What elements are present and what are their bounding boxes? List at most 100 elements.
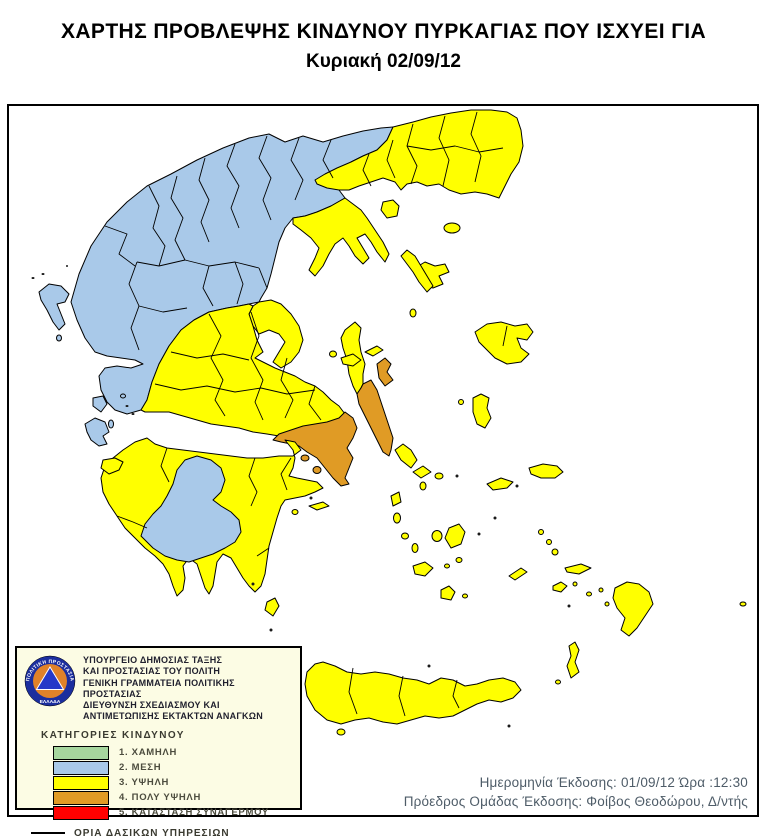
swatch-very-high xyxy=(53,790,109,805)
forest-service-boundaries xyxy=(104,111,508,717)
map-frame: ΠΟΛΙΤΙΚΗ ΠΡΟΣΤΑΣΙΑ ΕΛΛΑΔΑ ΥΠΟΥΡΓΕΙΟ ΔΗΜΟ… xyxy=(7,104,759,839)
island-samothrace xyxy=(443,222,461,234)
island-hydra xyxy=(308,501,330,511)
issue-president-line: Πρόεδρος Ομάδας Έκδοσης: Φοίβος Θεοδώρου… xyxy=(403,794,748,809)
issue-date-line: Ημερομηνία Έκδοσης: 01/09/12 Ώρα :12:30 xyxy=(479,775,748,790)
region-crete xyxy=(304,661,522,725)
island-kythnos xyxy=(393,512,401,524)
label-medium: 2. ΜΕΣΗ xyxy=(119,762,162,774)
map-regions xyxy=(70,109,524,725)
island-serifos xyxy=(401,532,409,540)
legend-row-medium: 2. ΜΕΣΗ xyxy=(53,760,300,775)
island-agios-efstratios xyxy=(409,308,417,318)
island-thasos xyxy=(380,199,400,219)
island-kasos xyxy=(555,679,561,685)
risk-categories-heading: ΚΑΤΗΓΟΡΙΕΣ ΚΙΝΔΥΝΟΥ xyxy=(41,729,185,741)
island-spetses xyxy=(291,509,299,515)
boundary-legend-row: ΟΡΙΑ ΔΑΣΙΚΩΝ ΥΠΗΡΕΣΙΩΝ xyxy=(31,828,300,839)
label-high: 3. ΥΨΗΛΗ xyxy=(119,777,170,789)
page-title: ΧΑΡΤΗΣ ΠΡΟΒΛΕΨΗΣ ΚΙΝΔΥΝΟΥ ΠΥΡΚΑΓΙΑΣ ΠΟΥ … xyxy=(0,20,767,73)
island-kythira xyxy=(264,597,280,617)
region-thrace xyxy=(314,109,524,199)
civil-protection-logo: ΠΟΛΙΤΙΚΗ ΠΡΟΣΤΑΣΙΑ ΕΛΛΑΔΑ xyxy=(24,655,76,707)
island-psara xyxy=(458,399,464,405)
agency-line: ΑΝΤΙΜΕΤΩΠΙΣΗΣ ΕΚΤΑΚΤΩΝ ΑΝΑΓΚΩΝ xyxy=(82,711,264,722)
island-gavdos xyxy=(336,728,346,736)
island-kefalonia xyxy=(84,417,110,447)
legend-row-very-high: 4. ΠΟΛΥ ΥΨΗΛΗ xyxy=(53,790,300,805)
island-santorini xyxy=(440,585,456,601)
island-zakynthos xyxy=(100,457,124,475)
region-chalkidiki xyxy=(292,197,390,277)
island-ios xyxy=(455,557,463,563)
island-naxos xyxy=(444,523,466,549)
region-central-greece xyxy=(140,303,346,437)
island-patmos xyxy=(538,529,544,535)
island-skiathos xyxy=(329,350,337,358)
island-milos xyxy=(412,561,434,577)
map-valid-date: Κυριακή 02/09/12 xyxy=(306,51,461,72)
island-tilos xyxy=(586,591,592,597)
island-chalki xyxy=(604,601,610,607)
very-high-islands-group xyxy=(300,357,394,474)
island-kalamos xyxy=(120,393,126,399)
island-astypalea xyxy=(552,581,568,593)
label-very-high: 4. ΠΟΛΥ ΥΨΗΛΗ xyxy=(119,792,202,804)
agency-line: ΥΠΟΥΡΓΕΙΟ ΔΗΜΟΣΙΑΣ ΤΑΞΗΣ xyxy=(82,655,223,665)
region-peloponnese-interior xyxy=(140,455,242,563)
island-anafi xyxy=(462,593,468,599)
island-symi xyxy=(598,587,604,593)
island-karpathos xyxy=(566,641,580,679)
island-kalymnos xyxy=(551,548,559,556)
island-mykonos xyxy=(434,472,444,480)
island-amorgos xyxy=(508,567,528,581)
island-syros xyxy=(419,481,427,491)
region-attica xyxy=(272,411,358,487)
island-corfu xyxy=(38,283,70,331)
issue-info: Ημερομηνία Έκδοσης: 01/09/12 Ώρα :12:30 … xyxy=(404,773,748,811)
island-skyros xyxy=(376,357,394,387)
region-northwest-mainland xyxy=(70,126,394,415)
label-alarm: 5. ΚΑΤΑΣΤΑΣΗ ΣΥΝΑΓΕΡΜΟΥ xyxy=(119,807,269,819)
island-andros xyxy=(394,443,418,469)
peninsula-athos xyxy=(400,249,434,293)
island-rhodes xyxy=(612,581,654,637)
island-chios xyxy=(472,393,492,429)
island-tinos xyxy=(412,465,432,479)
island-paxos xyxy=(56,334,62,342)
label-low: 1. ΧΑΜΗΛΗ xyxy=(119,747,178,759)
island-kea xyxy=(390,491,402,507)
island-nisyros xyxy=(572,581,578,587)
ionian-islands-group xyxy=(38,283,126,447)
agency-line: ΚΑΙ ΠΡΟΣΤΑΣΙΑΣ ΤΟΥ ΠΟΛΙΤΗ xyxy=(82,666,221,677)
legend-box: ΠΟΛΙΤΙΚΗ ΠΡΟΣΤΑΣΙΑ ΕΛΛΑΔΑ ΥΠΟΥΡΓΕΙΟ ΔΗΜΟ… xyxy=(15,646,302,839)
island-sifnos xyxy=(411,543,419,553)
island-alonissos xyxy=(364,345,384,357)
island-paros xyxy=(431,530,443,542)
island-kastellorizo xyxy=(739,601,747,607)
boundary-line-symbol xyxy=(31,832,65,835)
region-evia-south xyxy=(356,379,394,457)
island-ithaca xyxy=(108,419,114,429)
greece-map xyxy=(31,109,747,736)
swatch-high xyxy=(53,775,109,790)
legend-row-high: 3. ΥΨΗΛΗ xyxy=(53,775,300,790)
legend-row-alarm: 5. ΚΑΤΑΣΤΑΣΗ ΣΥΝΑΓΕΡΜΟΥ xyxy=(53,805,300,820)
island-leros xyxy=(546,539,552,545)
agency-line: ΓΕΝΙΚΗ ΓΡΑΜΜΑΤΕΙΑ ΠΟΛΙΤΙΚΗΣ ΠΡΟΣΤΑΣΙΑΣ xyxy=(82,677,235,699)
swatch-low xyxy=(53,745,109,760)
island-lefkada xyxy=(92,395,108,413)
island-samos xyxy=(528,463,564,479)
islet-specks xyxy=(31,265,571,728)
island-salamina xyxy=(300,454,310,462)
island-folegandros xyxy=(444,563,450,569)
boundary-label: ΟΡΙΑ ΔΑΣΙΚΩΝ ΥΠΗΡΕΣΙΩΝ xyxy=(74,827,230,839)
island-kos xyxy=(564,563,592,575)
map-title: ΧΑΡΤΗΣ ΠΡΟΒΛΕΨΗΣ ΚΙΝΔΥΝΟΥ ΠΥΡΚΑΓΙΑΣ ΠΟΥ … xyxy=(60,20,707,43)
agency-title-block: ΥΠΟΥΡΓΕΙΟ ΔΗΜΟΣΙΑΣ ΤΑΞΗΣ ΚΑΙ ΠΡΟΣΤΑΣΙΑΣ … xyxy=(83,655,296,723)
region-magnesia xyxy=(248,299,304,369)
agency-line: ΔΙΕΥΘΥΝΣΗ ΣΧΕΔΙΑΣΜΟΥ ΚΑΙ xyxy=(82,700,220,711)
swatch-alarm xyxy=(53,805,109,820)
island-ikaria xyxy=(486,477,514,491)
logo-ring-text-bottom: ΕΛΛΑΔΑ xyxy=(40,699,61,705)
